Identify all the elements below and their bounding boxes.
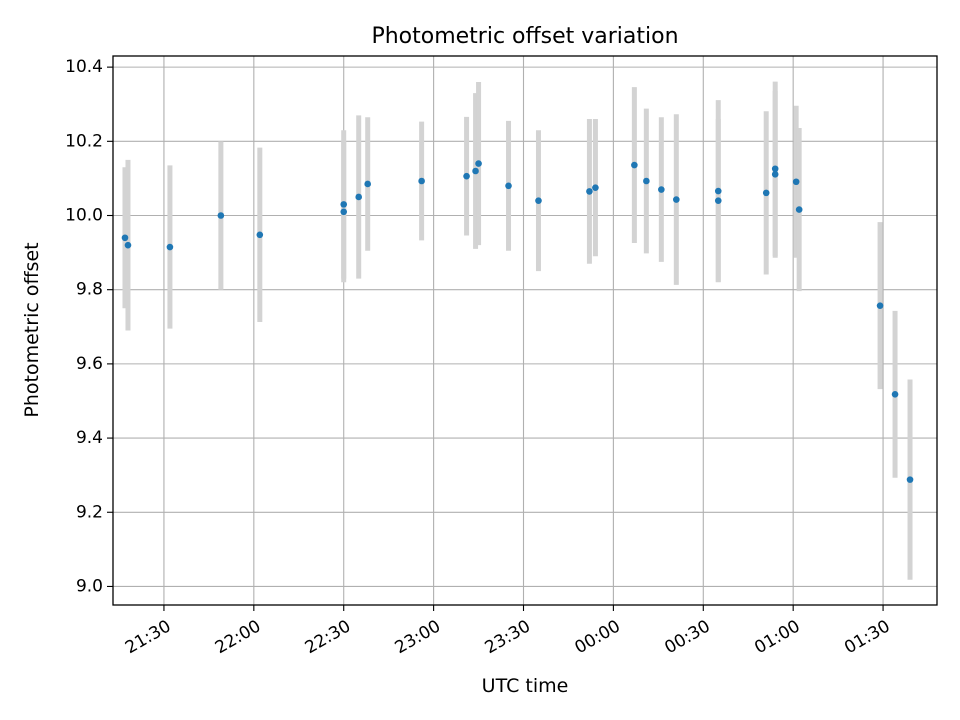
data-point <box>121 234 129 242</box>
y-tick-label: 10.4 <box>65 57 103 77</box>
x-tick-label: 00:30 <box>661 616 713 658</box>
data-point <box>631 161 638 169</box>
data-point <box>714 197 722 204</box>
data-point <box>792 178 800 186</box>
data-point <box>658 186 665 193</box>
data-point <box>762 189 770 197</box>
data-point <box>463 172 470 180</box>
data-points <box>121 160 914 483</box>
x-tick-label: 01:00 <box>751 616 803 658</box>
data-point <box>340 208 348 216</box>
x-tick-label: 22:30 <box>302 616 354 658</box>
y-axis-ticks: 9.0 9.2 9.4 9.6 9.8 10.0 10.2 10.4 <box>65 57 113 596</box>
y-tick-label: 9.0 <box>76 576 103 596</box>
chart-title: Photometric offset variation <box>371 24 678 49</box>
data-point <box>771 165 779 173</box>
data-point <box>535 197 542 204</box>
data-point <box>418 177 425 185</box>
data-point <box>891 391 899 398</box>
y-tick-label: 9.2 <box>76 502 103 522</box>
x-tick-label: 22:00 <box>212 616 264 658</box>
data-point <box>340 201 348 208</box>
data-point <box>124 241 132 249</box>
data-point <box>795 206 803 213</box>
data-point <box>364 180 371 188</box>
x-tick-label: 01:30 <box>841 616 893 658</box>
error-bars <box>122 81 913 580</box>
data-point <box>475 160 482 167</box>
y-tick-label: 10.2 <box>65 131 103 151</box>
plot-frame <box>112 55 938 606</box>
y-tick-label: 10.0 <box>65 206 103 226</box>
y-tick-label: 9.8 <box>76 280 103 300</box>
x-tick-label: 23:00 <box>392 616 444 658</box>
data-point <box>505 182 512 190</box>
x-tick-label: 00:00 <box>571 616 623 658</box>
x-axis-label: UTC time <box>482 675 569 697</box>
data-point <box>586 188 593 195</box>
data-point <box>714 187 722 195</box>
data-point <box>771 171 779 178</box>
y-tick-label: 9.4 <box>76 428 103 448</box>
y-axis-label: Photometric offset <box>21 242 43 417</box>
data-point <box>217 212 225 219</box>
data-point <box>876 302 884 309</box>
x-tick-label: 21:30 <box>122 616 174 658</box>
x-axis-ticks: 21:30 22:00 22:30 23:00 23:30 00:00 00:30 01:00… <box>122 605 894 658</box>
x-tick-label: 23:30 <box>482 616 534 658</box>
data-point <box>256 231 264 239</box>
data-point <box>166 243 174 251</box>
data-point <box>472 167 479 175</box>
data-point <box>592 184 599 191</box>
data-point <box>906 476 914 483</box>
y-tick-label: 9.6 <box>76 354 103 374</box>
grid-lines <box>113 56 937 605</box>
data-point <box>355 193 363 201</box>
data-point <box>643 177 650 185</box>
data-point <box>673 196 680 203</box>
